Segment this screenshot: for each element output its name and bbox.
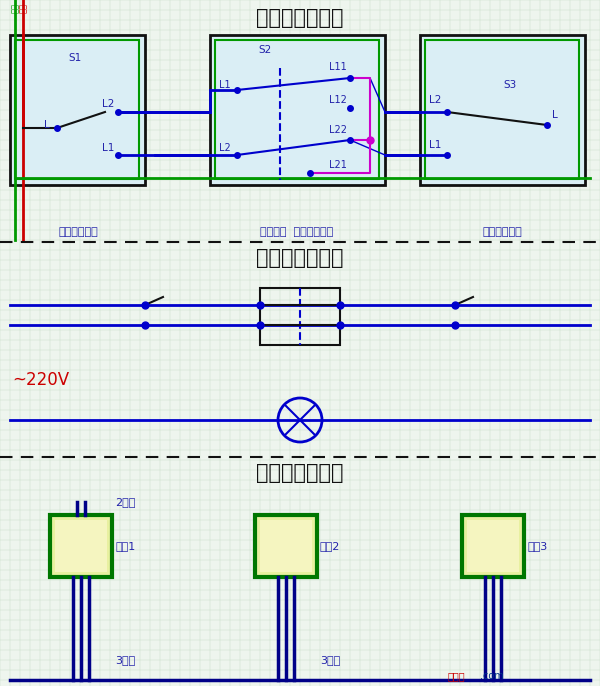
Text: L: L <box>552 110 558 120</box>
Text: 相线: 相线 <box>11 3 19 13</box>
Text: 3根线: 3根线 <box>320 655 340 665</box>
Bar <box>260 520 312 572</box>
Text: 三控开关原理图: 三控开关原理图 <box>256 248 344 268</box>
Text: L2: L2 <box>429 95 441 105</box>
Text: 开关1: 开关1 <box>115 541 135 551</box>
Text: 中途开关  （三控开关）: 中途开关 （三控开关） <box>260 227 334 237</box>
Text: ~220V: ~220V <box>12 371 69 389</box>
Text: 开关2: 开关2 <box>320 541 340 551</box>
Text: 2根线: 2根线 <box>115 497 136 507</box>
Text: L12: L12 <box>329 95 347 105</box>
Bar <box>15 40 139 179</box>
Text: S1: S1 <box>68 53 82 63</box>
Text: L22: L22 <box>329 125 347 135</box>
Bar <box>462 515 524 577</box>
Text: L: L <box>44 120 50 130</box>
Text: 接线图: 接线图 <box>448 671 466 681</box>
Text: L1: L1 <box>102 143 114 153</box>
Text: 3根线: 3根线 <box>115 655 135 665</box>
Bar <box>10 35 145 185</box>
Bar <box>55 520 107 572</box>
Bar <box>50 515 112 577</box>
Bar <box>420 35 585 185</box>
Text: L1: L1 <box>219 80 231 90</box>
Text: L1: L1 <box>429 140 441 150</box>
Text: 开关3: 开关3 <box>527 541 547 551</box>
Text: S3: S3 <box>503 80 517 90</box>
Bar <box>215 40 379 179</box>
Bar <box>255 515 317 577</box>
Text: S2: S2 <box>259 45 272 55</box>
Text: 单开双控开关: 单开双控开关 <box>482 227 522 237</box>
Bar <box>425 40 579 179</box>
Text: L2: L2 <box>219 143 231 153</box>
Text: L11: L11 <box>329 62 347 72</box>
Text: L21: L21 <box>329 160 347 170</box>
Bar <box>210 35 385 185</box>
Text: 三控开关接线图: 三控开关接线图 <box>256 8 344 28</box>
Text: L2: L2 <box>102 99 114 109</box>
Bar <box>260 288 340 345</box>
Bar <box>467 520 519 572</box>
Text: 火线: 火线 <box>19 3 28 13</box>
Text: .com: .com <box>480 671 504 681</box>
Text: 三控开关布线图: 三控开关布线图 <box>256 463 344 483</box>
Text: 单开双控开关: 单开双控开关 <box>58 227 98 237</box>
